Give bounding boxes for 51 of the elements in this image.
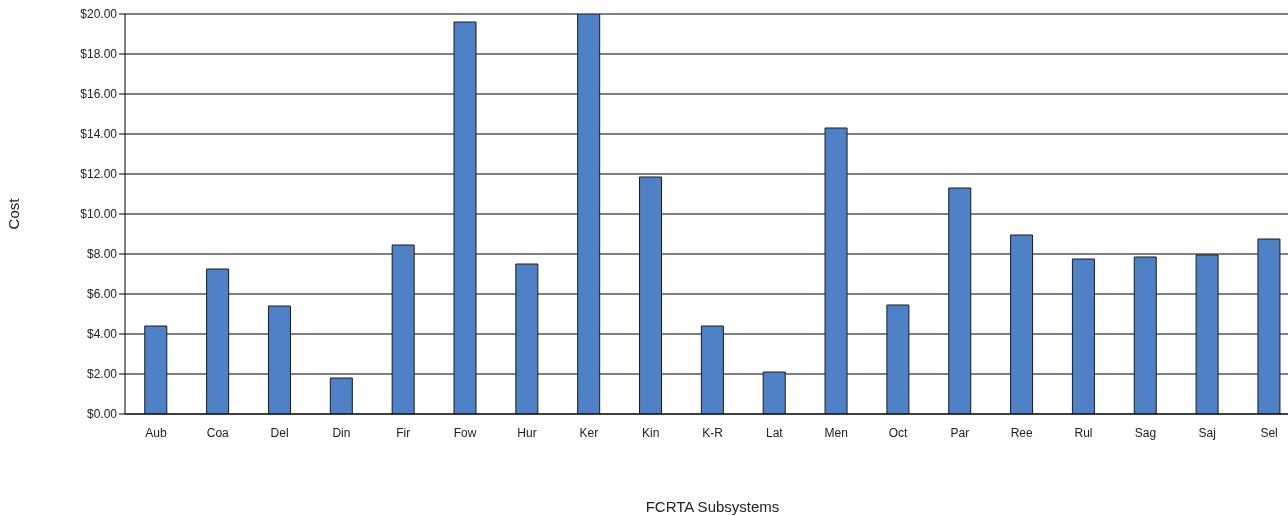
x-tick-label: Coa [206, 425, 230, 440]
x-tick-label: Par [950, 425, 970, 440]
bar [1195, 254, 1219, 414]
y-tick-label: $6.00 [86, 287, 118, 302]
x-tick-label: Lat [766, 425, 784, 440]
y-tick-label: $12.00 [80, 167, 118, 182]
x-tick-label: Din [332, 425, 351, 440]
bar [762, 371, 786, 414]
bar [267, 305, 291, 414]
x-tick-label: Fir [396, 425, 411, 440]
bar [1257, 238, 1281, 414]
y-tick-label: $8.00 [86, 247, 118, 262]
bar [948, 187, 972, 414]
bar [391, 244, 415, 414]
x-tick-label: Oct [888, 425, 909, 440]
x-tick-label: K-R [702, 425, 724, 440]
x-tick-label: Fow [453, 425, 477, 440]
bar [206, 268, 230, 414]
y-tick-label: $18.00 [80, 47, 118, 62]
x-tick-label: Rul [1074, 425, 1093, 440]
bar [515, 263, 539, 414]
x-tick-label: Sag [1134, 425, 1157, 440]
y-tick-label: $2.00 [86, 367, 118, 382]
x-tick-label: Ker [579, 425, 599, 440]
bar [1071, 258, 1095, 414]
y-axis-title: Cost [5, 197, 23, 230]
y-tick-label: $4.00 [86, 327, 118, 342]
bar [886, 304, 910, 414]
bar [639, 176, 663, 414]
x-tick-label: Ree [1010, 425, 1034, 440]
bar [144, 325, 168, 414]
bar [1133, 256, 1157, 414]
bar [329, 377, 353, 414]
x-tick-label: Kin [641, 425, 660, 440]
bar [1010, 234, 1034, 414]
bar [700, 325, 724, 414]
y-tick-label: $20.00 [80, 7, 118, 22]
x-tick-label: Hur [517, 425, 537, 440]
x-tick-label: Men [824, 425, 848, 440]
x-tick-label: Sel [1260, 425, 1278, 440]
bar [824, 127, 848, 414]
y-tick-label: $16.00 [80, 87, 118, 102]
y-tick-label: $10.00 [80, 207, 118, 222]
y-tick-label: $0.00 [86, 407, 118, 422]
x-tick-label: Aub [145, 425, 167, 440]
bar [453, 21, 477, 414]
x-tick-label: Saj [1198, 425, 1216, 440]
x-tick-label: Del [270, 425, 289, 440]
bar [577, 14, 601, 414]
x-axis-title: FCRTA Subsystems [645, 498, 780, 515]
y-tick-label: $14.00 [80, 127, 118, 142]
